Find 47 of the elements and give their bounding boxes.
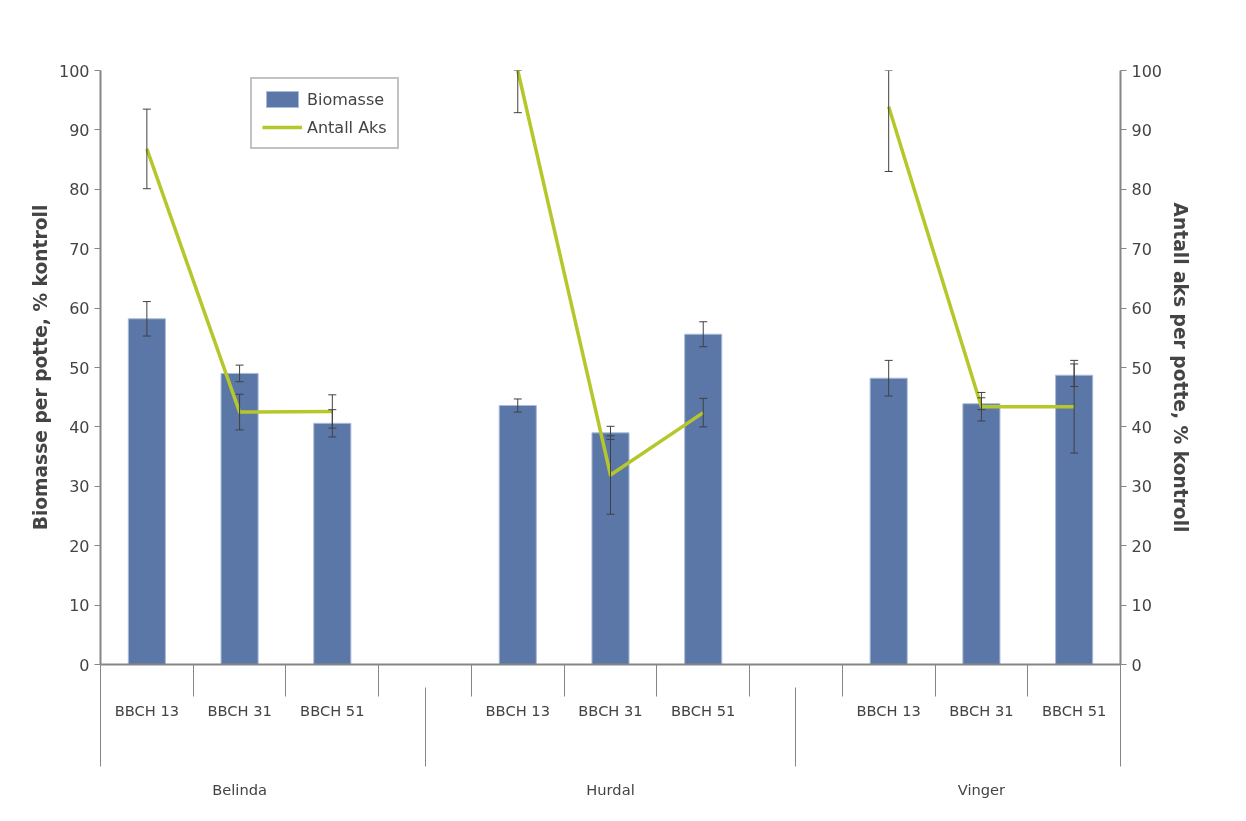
text: Belinda — [212, 780, 267, 798]
x-tick-label: BBCH 51 — [671, 701, 736, 719]
y-tick-label: 100 — [58, 61, 90, 81]
x-tick-label: BBCH 31 — [578, 701, 643, 719]
bar — [313, 422, 352, 665]
y2-tick-label: 90 — [1131, 120, 1152, 140]
y2-tick-label: 50 — [1131, 358, 1152, 378]
y2-tick-label: 20 — [1131, 536, 1152, 556]
y-tick-label: 50 — [69, 358, 90, 378]
y-tick-label: 10 — [69, 596, 90, 616]
y2-tick-label: 0 — [1131, 655, 1142, 675]
bar — [684, 333, 723, 665]
y-tick-label: 40 — [69, 417, 90, 437]
bar — [1055, 374, 1094, 665]
y2-tick-label: 80 — [1131, 180, 1152, 200]
x-tick-label: BBCH 31 — [207, 701, 272, 719]
y2-tick-label: 70 — [1131, 239, 1152, 259]
x-tick-label: BBCH 31 — [949, 701, 1014, 719]
bar — [220, 372, 259, 665]
y2-tick-label: 60 — [1131, 299, 1152, 319]
text: Hurdal — [586, 780, 635, 798]
x-tick-label: BBCH 13 — [114, 701, 180, 719]
y-tick-label: 90 — [69, 120, 90, 140]
x-tick-label: BBCH 51 — [300, 701, 365, 719]
y-tick-label: 30 — [69, 477, 90, 497]
y2-tick-label: 10 — [1131, 596, 1152, 616]
x-tick-label: BBCH 13 — [856, 701, 921, 719]
y-tick-label: 20 — [69, 536, 90, 556]
x-tick-label: BBCH 51 — [1041, 701, 1107, 719]
y2-axis-title: Antall aks per potte, % kontroll — [1170, 202, 1192, 533]
y-tick-label: 70 — [69, 239, 90, 259]
y-tick-label: 60 — [69, 299, 90, 319]
y2-tick-label: 30 — [1131, 477, 1152, 497]
bar — [962, 403, 1001, 665]
y-tick-label: 80 — [69, 180, 90, 200]
y-axis-title: Biomasse per potte, % kontroll — [29, 204, 51, 531]
legend-label: Biomasse — [307, 89, 385, 109]
bar — [869, 377, 908, 665]
bar — [127, 318, 166, 665]
text: Vinger — [957, 780, 1007, 798]
bar — [498, 405, 537, 665]
y2-tick-label: 40 — [1131, 417, 1152, 437]
y2-tick-label: 100 — [1131, 61, 1163, 81]
x-tick-label: BBCH 13 — [485, 701, 550, 719]
bar — [591, 432, 630, 665]
legend-label: Antall Aks — [307, 117, 387, 137]
y-tick-label: 0 — [79, 655, 90, 675]
